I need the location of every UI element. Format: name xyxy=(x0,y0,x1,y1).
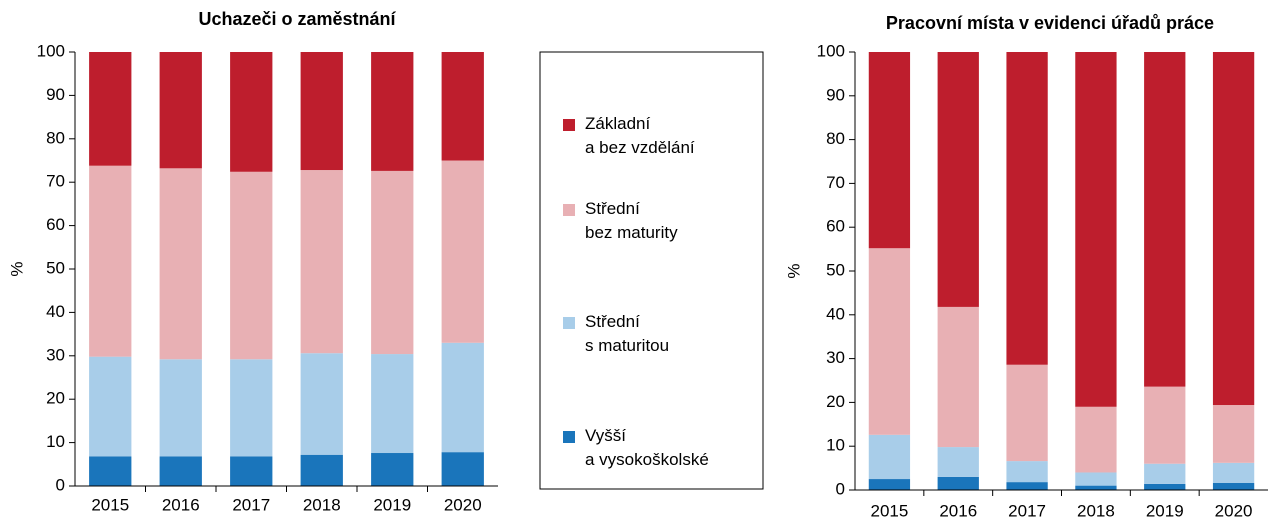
bar-segment xyxy=(868,248,911,435)
bar-segment xyxy=(937,306,979,448)
y-tick-label: 0 xyxy=(836,479,845,498)
y-tick-label: 100 xyxy=(817,41,845,60)
bar-segment xyxy=(1006,461,1048,483)
bar-segment xyxy=(89,456,132,486)
bar-segment xyxy=(230,359,273,457)
bar-segment xyxy=(441,52,484,161)
chart-title: Uchazeči o zaměstnání xyxy=(198,9,396,29)
x-tick-label: 2020 xyxy=(1215,501,1253,519)
legend-label: Základní a bez vzdělání xyxy=(585,114,695,157)
legend-label: Vyšší a vysokoškolské xyxy=(585,426,709,469)
bar-segment xyxy=(89,165,132,357)
y-tick-label: 90 xyxy=(826,85,845,104)
y-tick-label: 10 xyxy=(46,432,65,451)
bar-segment xyxy=(159,52,202,169)
bar-segment xyxy=(1075,406,1117,473)
x-tick-label: 2017 xyxy=(1008,501,1046,519)
bar-segment xyxy=(441,342,484,453)
x-tick-label: 2017 xyxy=(232,495,270,514)
y-tick-label: 90 xyxy=(46,85,65,104)
bar-segment xyxy=(159,168,202,360)
x-tick-label: 2018 xyxy=(303,495,341,514)
x-tick-label: 2019 xyxy=(373,495,411,514)
x-tick-label: 2015 xyxy=(91,495,129,514)
bar-segment xyxy=(868,434,911,480)
bar-segment xyxy=(1144,483,1186,490)
bar-segment xyxy=(371,170,414,355)
bar-segment xyxy=(1006,52,1048,365)
legend-swatch xyxy=(563,119,575,131)
x-tick-label: 2015 xyxy=(871,501,909,519)
y-tick-label: 10 xyxy=(826,436,845,455)
bar-segment xyxy=(89,52,132,166)
legend-box xyxy=(539,51,764,490)
legend-swatch xyxy=(563,431,575,443)
y-tick-label: 60 xyxy=(46,215,65,234)
y-tick-label: 50 xyxy=(826,260,845,279)
bar-segment xyxy=(371,453,414,486)
bar-segment xyxy=(89,356,132,457)
legend-swatch xyxy=(563,204,575,216)
bar-segment xyxy=(1212,52,1255,406)
legend-swatch xyxy=(563,317,575,329)
bar-segment xyxy=(868,52,911,249)
bar-segment xyxy=(300,52,343,171)
bar-segment xyxy=(300,170,343,354)
bar-segment xyxy=(1212,462,1255,483)
bar-segment xyxy=(868,479,911,490)
bar-segment xyxy=(230,171,273,360)
legend-label: Střední s maturitou xyxy=(585,312,669,355)
bar-segment xyxy=(1212,405,1255,463)
bar-segment xyxy=(1144,463,1186,484)
bar-segment xyxy=(1144,386,1186,464)
y-axis-label: % xyxy=(784,263,803,278)
y-axis-label: % xyxy=(7,261,26,276)
bar-segment xyxy=(159,359,202,457)
bar-segment xyxy=(441,452,484,486)
bar-segment xyxy=(1212,482,1255,490)
y-tick-label: 30 xyxy=(46,345,65,364)
chart-title: Pracovní místa v evidenci úřadů práce xyxy=(886,13,1214,33)
x-tick-label: 2016 xyxy=(162,495,200,514)
bar-segment xyxy=(1006,364,1048,462)
y-tick-label: 40 xyxy=(46,302,65,321)
bar-segment xyxy=(1006,482,1048,490)
y-tick-label: 100 xyxy=(37,41,65,60)
bar-segment xyxy=(937,476,979,490)
x-tick-label: 2016 xyxy=(939,501,977,519)
x-tick-label: 2018 xyxy=(1077,501,1115,519)
bar-segment xyxy=(937,52,979,307)
legend-label: Střední bez maturity xyxy=(585,199,678,242)
bar-segment xyxy=(1144,52,1186,387)
bar-segment xyxy=(937,447,979,477)
x-tick-label: 2020 xyxy=(444,495,482,514)
y-tick-label: 50 xyxy=(46,258,65,277)
bar-segment xyxy=(441,160,484,343)
y-tick-label: 40 xyxy=(826,304,845,323)
y-tick-label: 70 xyxy=(46,172,65,191)
bar-segment xyxy=(300,353,343,455)
y-tick-label: 70 xyxy=(826,173,845,192)
y-tick-label: 80 xyxy=(46,128,65,147)
y-tick-label: 20 xyxy=(826,392,845,411)
bar-segment xyxy=(300,454,343,486)
bar-segment xyxy=(1075,485,1117,490)
y-tick-label: 20 xyxy=(46,389,65,408)
y-tick-label: 30 xyxy=(826,348,845,367)
x-tick-label: 2019 xyxy=(1146,501,1184,519)
bar-segment xyxy=(371,52,414,171)
bar-segment xyxy=(230,456,273,486)
bar-segment xyxy=(371,354,414,454)
bar-segment xyxy=(1075,472,1117,486)
y-tick-label: 0 xyxy=(56,475,65,494)
y-tick-label: 60 xyxy=(826,217,845,236)
bar-segment xyxy=(1075,52,1117,407)
bar-segment xyxy=(159,456,202,486)
y-tick-label: 80 xyxy=(826,129,845,148)
bar-segment xyxy=(230,52,273,172)
